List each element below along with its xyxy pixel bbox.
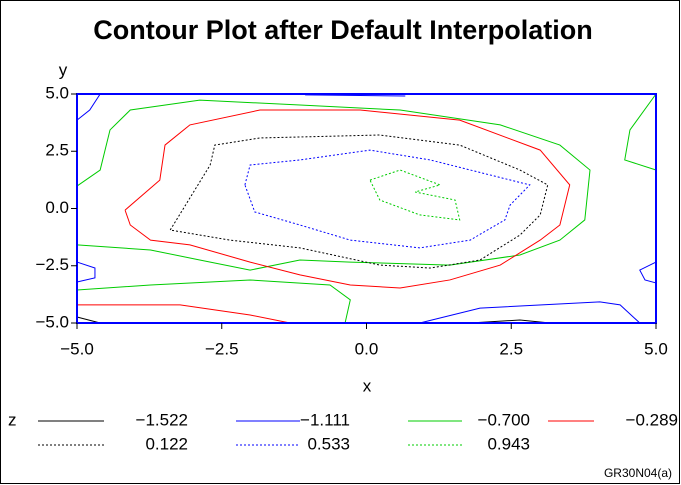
contour-line bbox=[305, 94, 406, 97]
contour-line bbox=[244, 149, 531, 249]
contour-line bbox=[76, 99, 591, 271]
footnote: GR30N04(a) bbox=[604, 466, 672, 480]
y-axis-label: y bbox=[59, 60, 68, 79]
plot-frame bbox=[76, 93, 657, 324]
contour-line bbox=[76, 93, 101, 121]
legend-label: −1.111 bbox=[300, 410, 350, 429]
x-tick-label: −5.0 bbox=[60, 339, 94, 358]
x-tick-label: 0.0 bbox=[355, 339, 379, 358]
y-tick-label: −2.5 bbox=[35, 255, 69, 274]
x-tick-label: 5.0 bbox=[644, 339, 668, 358]
x-tick-label: −2.5 bbox=[205, 339, 239, 358]
contour-line bbox=[169, 134, 549, 269]
legend-label: 0.533 bbox=[307, 434, 350, 453]
y-tick-label: 2.5 bbox=[45, 141, 69, 160]
y-tick-label: 5.0 bbox=[45, 83, 69, 102]
y-tick-label: −5.0 bbox=[35, 312, 69, 331]
y-tick-label: 0.0 bbox=[45, 198, 69, 217]
legend-label: −1.522 bbox=[136, 410, 188, 429]
contour-line bbox=[124, 109, 571, 289]
legend-label: −0.289 bbox=[626, 410, 678, 429]
legend-label: 0.122 bbox=[145, 434, 188, 453]
legend-label: 0.943 bbox=[487, 434, 530, 453]
contour-line bbox=[419, 301, 641, 324]
contour-line bbox=[624, 93, 657, 171]
legend-title: z bbox=[8, 410, 17, 429]
x-tick-label: 2.5 bbox=[499, 339, 523, 358]
contour-line bbox=[639, 261, 657, 284]
legend-label: −0.700 bbox=[478, 410, 530, 429]
chart-title: Contour Plot after Default Interpolation bbox=[93, 15, 593, 45]
contour-line bbox=[76, 261, 96, 283]
contour-line bbox=[77, 304, 291, 324]
x-axis-label: x bbox=[363, 376, 372, 395]
contour-line bbox=[369, 169, 461, 221]
contour-line bbox=[76, 279, 351, 324]
